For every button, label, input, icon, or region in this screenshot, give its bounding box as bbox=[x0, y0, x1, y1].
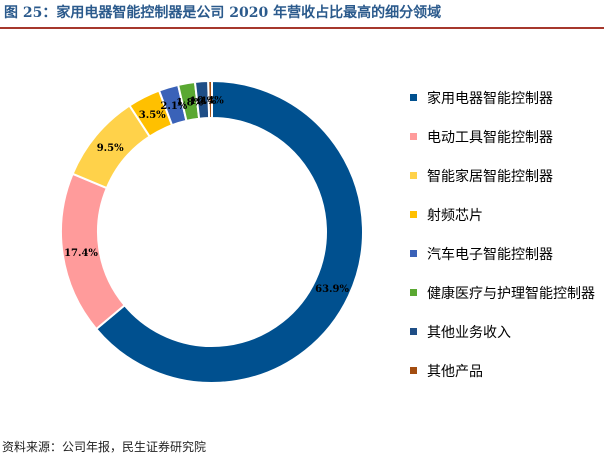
legend-swatch bbox=[410, 172, 417, 179]
donut-data-label: 3.5% bbox=[139, 110, 166, 121]
donut-data-label: 1.8% bbox=[176, 97, 203, 108]
legend-swatch bbox=[410, 133, 417, 140]
donut-slices bbox=[60, 79, 364, 384]
legend-label: 健康医疗与护理智能控制器 bbox=[427, 285, 595, 302]
donut-data-label: 9.5% bbox=[97, 143, 124, 154]
legend-swatch bbox=[410, 94, 417, 101]
chart-legend: 家用电器智能控制器 电动工具智能控制器 智能家居智能控制器 射频芯片汽车电子智能控制器… bbox=[410, 78, 604, 390]
title-divider bbox=[0, 27, 604, 29]
legend-item: 其他业务收入 bbox=[410, 312, 604, 351]
legend-label: 智能家居智能控制器 bbox=[427, 168, 553, 185]
legend-item: 其他产品 bbox=[410, 351, 604, 390]
legend-item: 健康医疗与护理智能控制器 bbox=[410, 273, 604, 312]
source-note: 资料来源：公司年报，民生证券研究院 bbox=[2, 440, 207, 454]
legend-label: 汽车电子智能控制器 bbox=[427, 246, 553, 263]
legend-swatch bbox=[410, 250, 417, 257]
donut-data-label: 0.4% bbox=[197, 96, 224, 107]
donut-data-label: 1.4% bbox=[189, 96, 216, 107]
donut-data-label: 2.1% bbox=[160, 101, 187, 112]
legend-swatch bbox=[410, 289, 417, 296]
donut-slice bbox=[207, 79, 213, 120]
legend-swatch bbox=[410, 328, 417, 335]
legend-item: 智能家居智能控制器 bbox=[410, 156, 604, 195]
legend-label: 电动工具智能控制器 bbox=[427, 129, 553, 146]
legend-item: 家用电器智能控制器 bbox=[410, 78, 604, 117]
legend-label: 射频芯片 bbox=[427, 207, 483, 224]
donut-slice bbox=[94, 79, 364, 384]
figure-title: 图 25：家用电器智能控制器是公司 2020 年营收占比最高的细分领域 bbox=[4, 5, 442, 21]
legend-item: 射频芯片 bbox=[410, 195, 604, 234]
legend-label: 家用电器智能控制器 bbox=[427, 90, 553, 107]
legend-item: 电动工具智能控制器 bbox=[410, 117, 604, 156]
donut-data-labels: 63.9% 17.4% 9.5% 3.5%2.1%1.8%1.4%0.4% bbox=[64, 96, 349, 296]
donut-data-label: 17.4% bbox=[64, 248, 98, 259]
legend-swatch bbox=[410, 367, 417, 374]
legend-label: 其他业务收入 bbox=[427, 324, 511, 341]
legend-label: 其他产品 bbox=[427, 363, 483, 380]
legend-swatch bbox=[410, 211, 417, 218]
legend-item: 汽车电子智能控制器 bbox=[410, 234, 604, 273]
donut-data-label: 63.9% bbox=[315, 284, 349, 295]
